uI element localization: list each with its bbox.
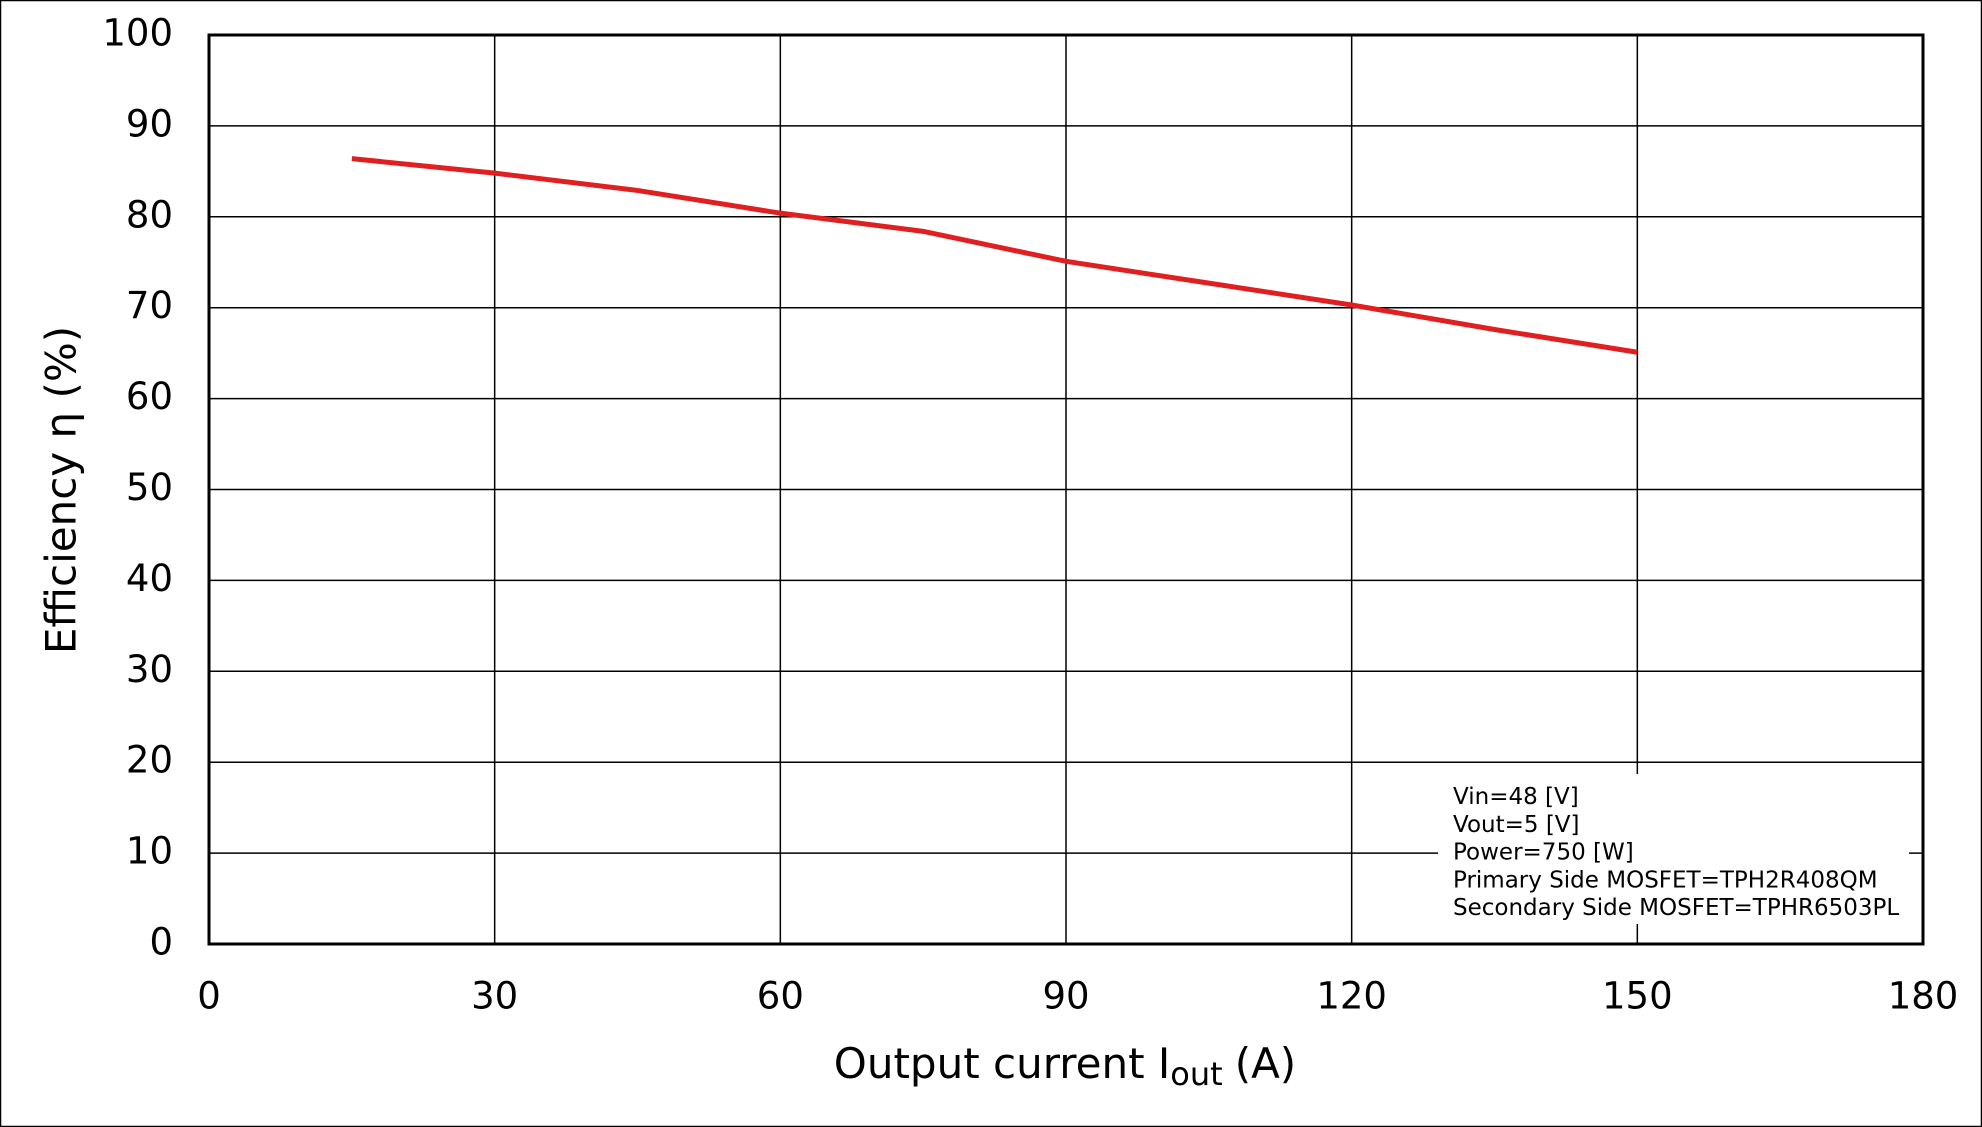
annotation-line: Vout=5 [V] <box>1453 812 1580 838</box>
x-tick-label: 90 <box>1042 975 1089 1018</box>
y-tick-label: 10 <box>126 830 173 873</box>
x-axis-title-main: Output current I <box>834 1039 1171 1088</box>
x-tick-label: 150 <box>1602 975 1673 1018</box>
y-tick-label: 60 <box>126 375 173 418</box>
y-axis-title: Efficiency η (%) <box>37 326 86 654</box>
y-tick-label: 90 <box>126 102 173 145</box>
y-tick-label: 70 <box>126 284 173 327</box>
y-tick-label: 40 <box>126 557 173 600</box>
annotation-line: Vin=48 [V] <box>1453 784 1579 810</box>
y-tick-label: 80 <box>126 193 173 236</box>
y-tick-label: 0 <box>149 921 173 964</box>
y-tick-label: 100 <box>102 12 173 55</box>
y-tick-label: 50 <box>126 466 173 509</box>
annotation-line: Primary Side MOSFET=TPH2R408QM <box>1453 867 1878 893</box>
annotation-box <box>1438 774 1909 924</box>
x-axis-title-sub: out <box>1170 1055 1222 1093</box>
data-line <box>351 156 1638 355</box>
x-axis-title-suffix: (A) <box>1235 1039 1297 1088</box>
x-tick-label: 30 <box>471 975 518 1018</box>
x-tick-label: 60 <box>757 975 804 1018</box>
x-tick-label: 180 <box>1888 975 1959 1018</box>
y-tick-label: 30 <box>126 648 173 691</box>
y-tick-label: 20 <box>126 739 173 782</box>
plot-frame <box>207 33 1925 946</box>
annotation-line: Secondary Side MOSFET=TPHR6503PL <box>1453 895 1899 921</box>
x-tick-label: 120 <box>1316 975 1387 1018</box>
x-tick-label: 0 <box>197 975 221 1018</box>
annotation-line: Power=750 [W] <box>1453 840 1634 866</box>
x-axis-title: Output current Iout (A) <box>834 1039 1296 1094</box>
